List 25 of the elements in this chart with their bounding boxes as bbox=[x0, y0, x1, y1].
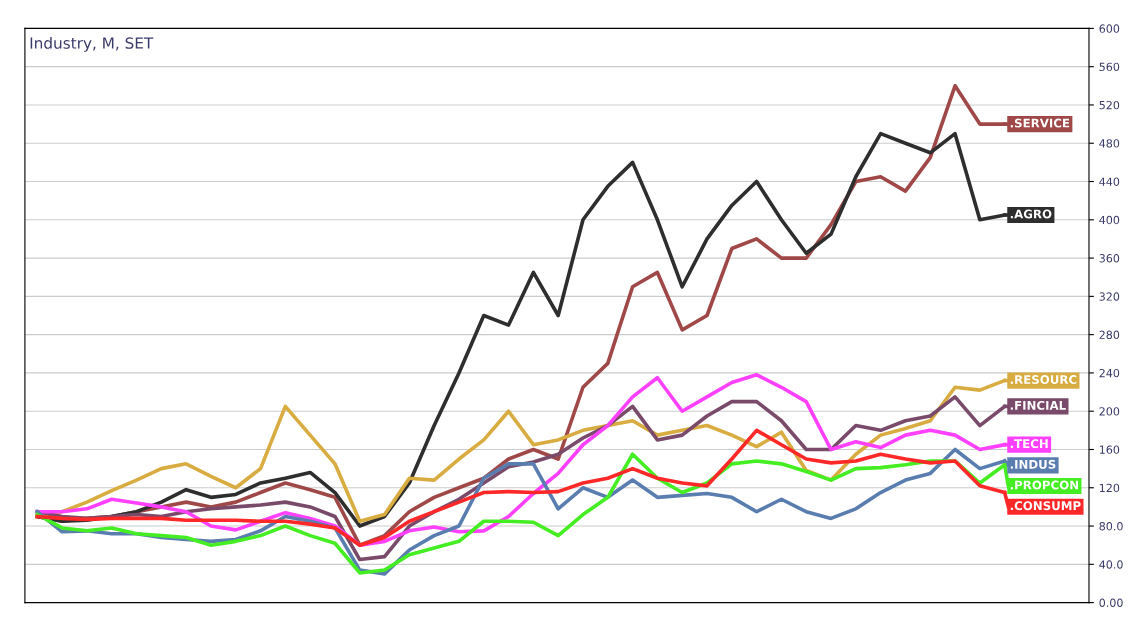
legend-label: .CONSUMP bbox=[1010, 501, 1081, 511]
legend-label: .TECH bbox=[1010, 439, 1048, 449]
y-tick-label: 320 bbox=[1099, 292, 1120, 301]
y-tick-label: 440 bbox=[1099, 177, 1120, 186]
y-tick-label: 0.00 bbox=[1099, 598, 1123, 607]
y-tick-label: 160 bbox=[1099, 445, 1120, 454]
legend-label: .FINCIAL bbox=[1010, 400, 1066, 410]
y-tick-label: 600 bbox=[1099, 24, 1120, 33]
y-tick-label: 480 bbox=[1099, 139, 1120, 148]
legend-label: .SERVICE bbox=[1010, 118, 1070, 128]
y-tick-label: 280 bbox=[1099, 330, 1120, 340]
y-tick-label: 240 bbox=[1099, 368, 1120, 378]
series-label: .INDUS bbox=[1010, 459, 1056, 469]
legend-label: .AGRO bbox=[1010, 209, 1052, 219]
y-tick-label: 520 bbox=[1099, 100, 1120, 110]
y-tick-label: 40.0 bbox=[1099, 560, 1123, 569]
y-tick-label: 400 bbox=[1099, 215, 1120, 225]
y-tick-label: 200 bbox=[1099, 407, 1120, 416]
y-tick-label: 360 bbox=[1099, 254, 1120, 263]
series-label: .PROPCON bbox=[1010, 480, 1079, 490]
text: Industry, M, SET bbox=[30, 37, 154, 52]
y-tick-label: 120 bbox=[1099, 483, 1120, 493]
legend-label: .RESOURC bbox=[1010, 375, 1077, 384]
y-tick-label: 80.0 bbox=[1099, 522, 1123, 531]
y-tick-label: 560 bbox=[1099, 62, 1120, 72]
